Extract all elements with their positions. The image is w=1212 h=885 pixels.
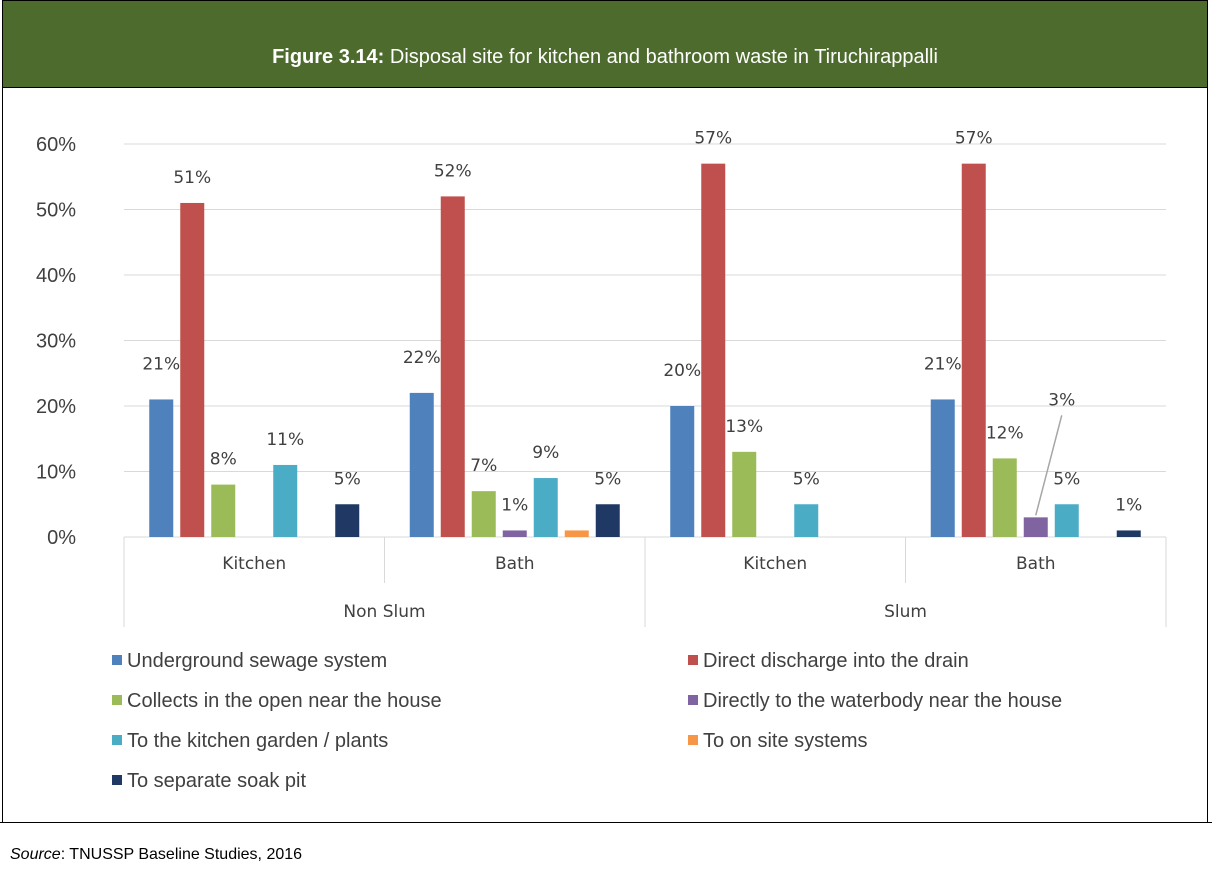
data-label: 5%	[1053, 469, 1080, 489]
legend-swatch	[688, 655, 698, 665]
bar	[1054, 504, 1079, 537]
group-label: Non Slum	[343, 602, 425, 622]
data-label: 21%	[924, 354, 962, 374]
y-tick-label: 50%	[36, 200, 76, 222]
bar	[471, 491, 496, 537]
bar	[335, 504, 360, 537]
legend-label: To the kitchen garden / plants	[127, 730, 389, 752]
data-label: 3%	[1048, 390, 1075, 410]
x-tick-label: Kitchen	[222, 554, 286, 574]
y-tick-label: 0%	[47, 527, 76, 549]
bar	[701, 163, 726, 537]
data-label: 8%	[210, 450, 237, 470]
legend-item: Direct discharge into the drain	[688, 650, 969, 672]
legend-label: Collects in the open near the house	[127, 690, 442, 712]
x-tick-label: Bath	[1016, 554, 1056, 574]
data-label: 11%	[266, 430, 304, 450]
group-label: Slum	[884, 602, 927, 622]
source-label: Source	[10, 846, 61, 863]
bar	[930, 399, 955, 537]
bar	[670, 406, 695, 537]
figure-frame	[2, 0, 1208, 822]
data-label: 21%	[142, 354, 180, 374]
bar	[595, 504, 620, 537]
source-text: : TNUSSP Baseline Studies, 2016	[60, 846, 303, 863]
legend-swatch	[688, 735, 698, 745]
bar	[533, 478, 558, 537]
bar	[211, 484, 236, 537]
bar	[1116, 530, 1141, 537]
y-tick-label: 60%	[36, 134, 76, 156]
bar	[961, 163, 986, 537]
bar	[1023, 517, 1048, 537]
data-label: 5%	[334, 469, 361, 489]
data-label: 57%	[694, 129, 732, 149]
legend-swatch	[112, 695, 122, 705]
bar	[502, 530, 527, 537]
bar	[564, 530, 589, 537]
bar-chart: 0% 10% 20% 30% 40% 50% 60% Kitchen Bath Kitchen Ba…	[36, 129, 1167, 627]
legend-swatch	[112, 775, 122, 785]
legend-label: To separate soak pit	[127, 770, 306, 792]
data-label: 1%	[1115, 495, 1142, 515]
data-label: 57%	[955, 129, 993, 149]
figure-title-text: Disposal site for kitchen and bathroom w…	[389, 46, 938, 68]
legend-item: To on site systems	[688, 730, 868, 752]
x-tick-label: Bath	[495, 554, 535, 574]
legend-label: To on site systems	[703, 730, 868, 752]
bottom-rule	[0, 822, 1212, 823]
legend-label: Directly to the waterbody near the house	[703, 690, 1063, 712]
bar	[794, 504, 819, 537]
legend-item: Collects in the open near the house	[112, 690, 442, 712]
data-label: 52%	[434, 161, 472, 181]
bar	[149, 399, 174, 537]
source-note: Source: TNUSSP Baseline Studies, 2016	[10, 846, 302, 864]
bar	[273, 464, 298, 537]
legend-item: Directly to the waterbody near the house	[688, 690, 1062, 712]
figure-header: Figure 3.14: Disposal site for kitchen a…	[2, 0, 1208, 88]
data-label: 22%	[403, 348, 441, 368]
legend-item: To separate soak pit	[112, 770, 306, 792]
y-tick-label: 40%	[36, 265, 76, 287]
data-label: 5%	[793, 469, 820, 489]
y-tick-label: 30%	[36, 331, 76, 353]
legend-label: Direct discharge into the drain	[703, 650, 969, 672]
bar	[440, 196, 465, 537]
data-label: 20%	[663, 361, 701, 381]
y-tick-label: 20%	[36, 396, 76, 418]
data-label: 13%	[725, 417, 763, 437]
data-label: 5%	[594, 469, 621, 489]
bar	[992, 458, 1017, 537]
bar	[732, 451, 757, 537]
y-tick-label: 10%	[36, 462, 76, 484]
data-label: 1%	[501, 495, 528, 515]
figure-label: Figure 3.14:	[272, 46, 385, 68]
data-label: 12%	[986, 423, 1024, 443]
callout-line	[1035, 415, 1063, 516]
figure-title: Figure 3.14: Disposal site for kitchen a…	[3, 45, 1207, 69]
x-tick-label: Kitchen	[743, 554, 807, 574]
legend-item: Underground sewage system	[112, 650, 387, 672]
data-label: 9%	[532, 443, 559, 463]
bar	[409, 392, 434, 537]
legend-swatch	[688, 695, 698, 705]
data-label: 7%	[470, 456, 497, 476]
data-label: 51%	[173, 168, 211, 188]
legend-swatch	[112, 735, 122, 745]
legend-item: To the kitchen garden / plants	[112, 730, 388, 752]
legend-swatch	[112, 655, 122, 665]
bar	[180, 202, 205, 537]
legend-label: Underground sewage system	[127, 650, 388, 672]
